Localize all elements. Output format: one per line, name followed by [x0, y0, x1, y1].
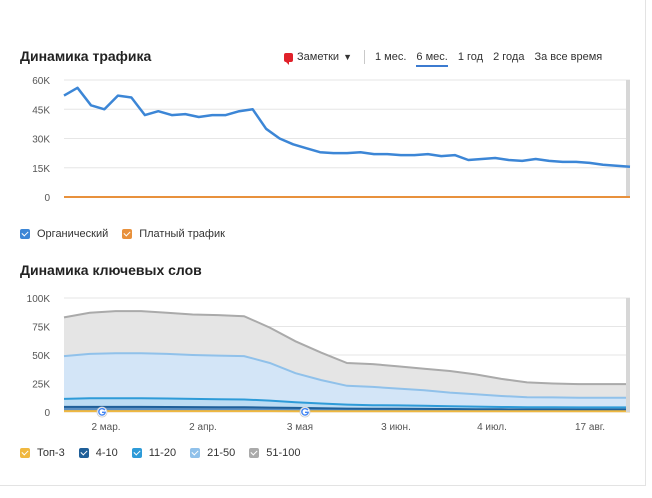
- y-tick-label: 50K: [32, 351, 50, 362]
- keywords-legend: Топ-3 4-10 11-20 21-50 51-100: [20, 447, 314, 459]
- legend-51-100-label: 51-100: [266, 447, 301, 459]
- traffic-chart: 0 15K 30K 45K 60K: [32, 76, 631, 204]
- area-21-50: [64, 353, 630, 412]
- legend-51-100[interactable]: 51-100: [249, 447, 300, 459]
- legend-11-20-label: 11-20: [148, 447, 177, 459]
- range-selector: Заметки ▼ 1 мес. 6 мес. 1 год 2 года За …: [284, 48, 603, 67]
- legend-21-50-label: 21-50: [207, 447, 236, 459]
- widget-frame: [0, 0, 646, 486]
- checkbox-4-10[interactable]: [78, 448, 89, 458]
- line-51-100: [63, 310, 630, 386]
- y-tick-label: 15K: [32, 164, 50, 175]
- range-handle: [626, 80, 630, 197]
- x-tick-label: 4 июл.: [477, 422, 507, 433]
- legend-organic[interactable]: Органический: [20, 228, 108, 240]
- range-2-years[interactable]: 2 года: [493, 51, 525, 63]
- legend-4-10[interactable]: 4-10: [78, 447, 118, 459]
- y-tick-label: 30K: [32, 135, 50, 146]
- chevron-down-icon: ▼: [343, 52, 352, 62]
- x-tick-label: 17 авг.: [575, 422, 605, 433]
- y-tick-label: 25K: [32, 380, 50, 391]
- notes-dropdown[interactable]: Заметки ▼: [284, 51, 352, 65]
- legend-top3[interactable]: Топ-3: [20, 447, 65, 459]
- checkbox-organic[interactable]: [20, 229, 30, 239]
- google-marker-icon: [299, 406, 311, 418]
- notes-label: Заметки: [297, 51, 340, 63]
- legend-paid-label: Платный трафик: [139, 228, 225, 240]
- legend-4-10-label: 4-10: [95, 447, 118, 459]
- checkbox-21-50[interactable]: [190, 448, 201, 458]
- line-4-10: [64, 405, 630, 411]
- range-6-months[interactable]: 6 мес.: [416, 51, 448, 67]
- range-handle: [626, 298, 630, 412]
- y-tick-label: 0: [44, 193, 50, 204]
- keywords-title: Динамика ключевых слов: [20, 262, 202, 278]
- range-all-time[interactable]: За все время: [534, 51, 603, 63]
- line-21-50: [63, 352, 630, 399]
- legend-11-20[interactable]: 11-20: [131, 447, 177, 459]
- y-tick-label: 45K: [32, 105, 50, 116]
- traffic-title: Динамика трафика: [20, 48, 152, 64]
- checkbox-11-20[interactable]: [131, 448, 142, 458]
- x-tick-label: 2 мар.: [91, 422, 120, 433]
- legend-organic-label: Органический: [37, 228, 109, 240]
- range-1-year[interactable]: 1 год: [457, 51, 484, 63]
- legend-top3-label: Топ-3: [37, 447, 65, 459]
- y-tick-label: 75K: [32, 323, 50, 334]
- checkbox-top3[interactable]: [20, 448, 30, 458]
- series-organic-line: [63, 86, 631, 169]
- x-tick-label: 2 апр.: [189, 422, 217, 433]
- divider: [364, 50, 365, 64]
- legend-21-50[interactable]: 21-50: [190, 447, 235, 459]
- x-tick-label: 3 мая: [287, 422, 313, 433]
- y-tick-label: 60K: [32, 76, 50, 87]
- google-marker-icon: [96, 406, 108, 418]
- checkbox-51-100[interactable]: [249, 448, 260, 458]
- line-11-20: [63, 397, 630, 409]
- y-tick-label: 0: [44, 408, 50, 419]
- range-1-month[interactable]: 1 мес.: [375, 51, 407, 63]
- flag-icon: [284, 52, 293, 65]
- y-tick-label: 100K: [27, 294, 51, 305]
- legend-paid[interactable]: Платный трафик: [122, 228, 225, 240]
- traffic-legend: Органический Платный трафик: [20, 228, 239, 240]
- x-tick-label: 3 июн.: [381, 422, 411, 433]
- checkbox-paid[interactable]: [122, 229, 133, 239]
- keywords-chart: 0 25K 50K 75K 100K 2 мар. 2 апр. 3 мая 3 июн. 4 и…: [27, 294, 630, 433]
